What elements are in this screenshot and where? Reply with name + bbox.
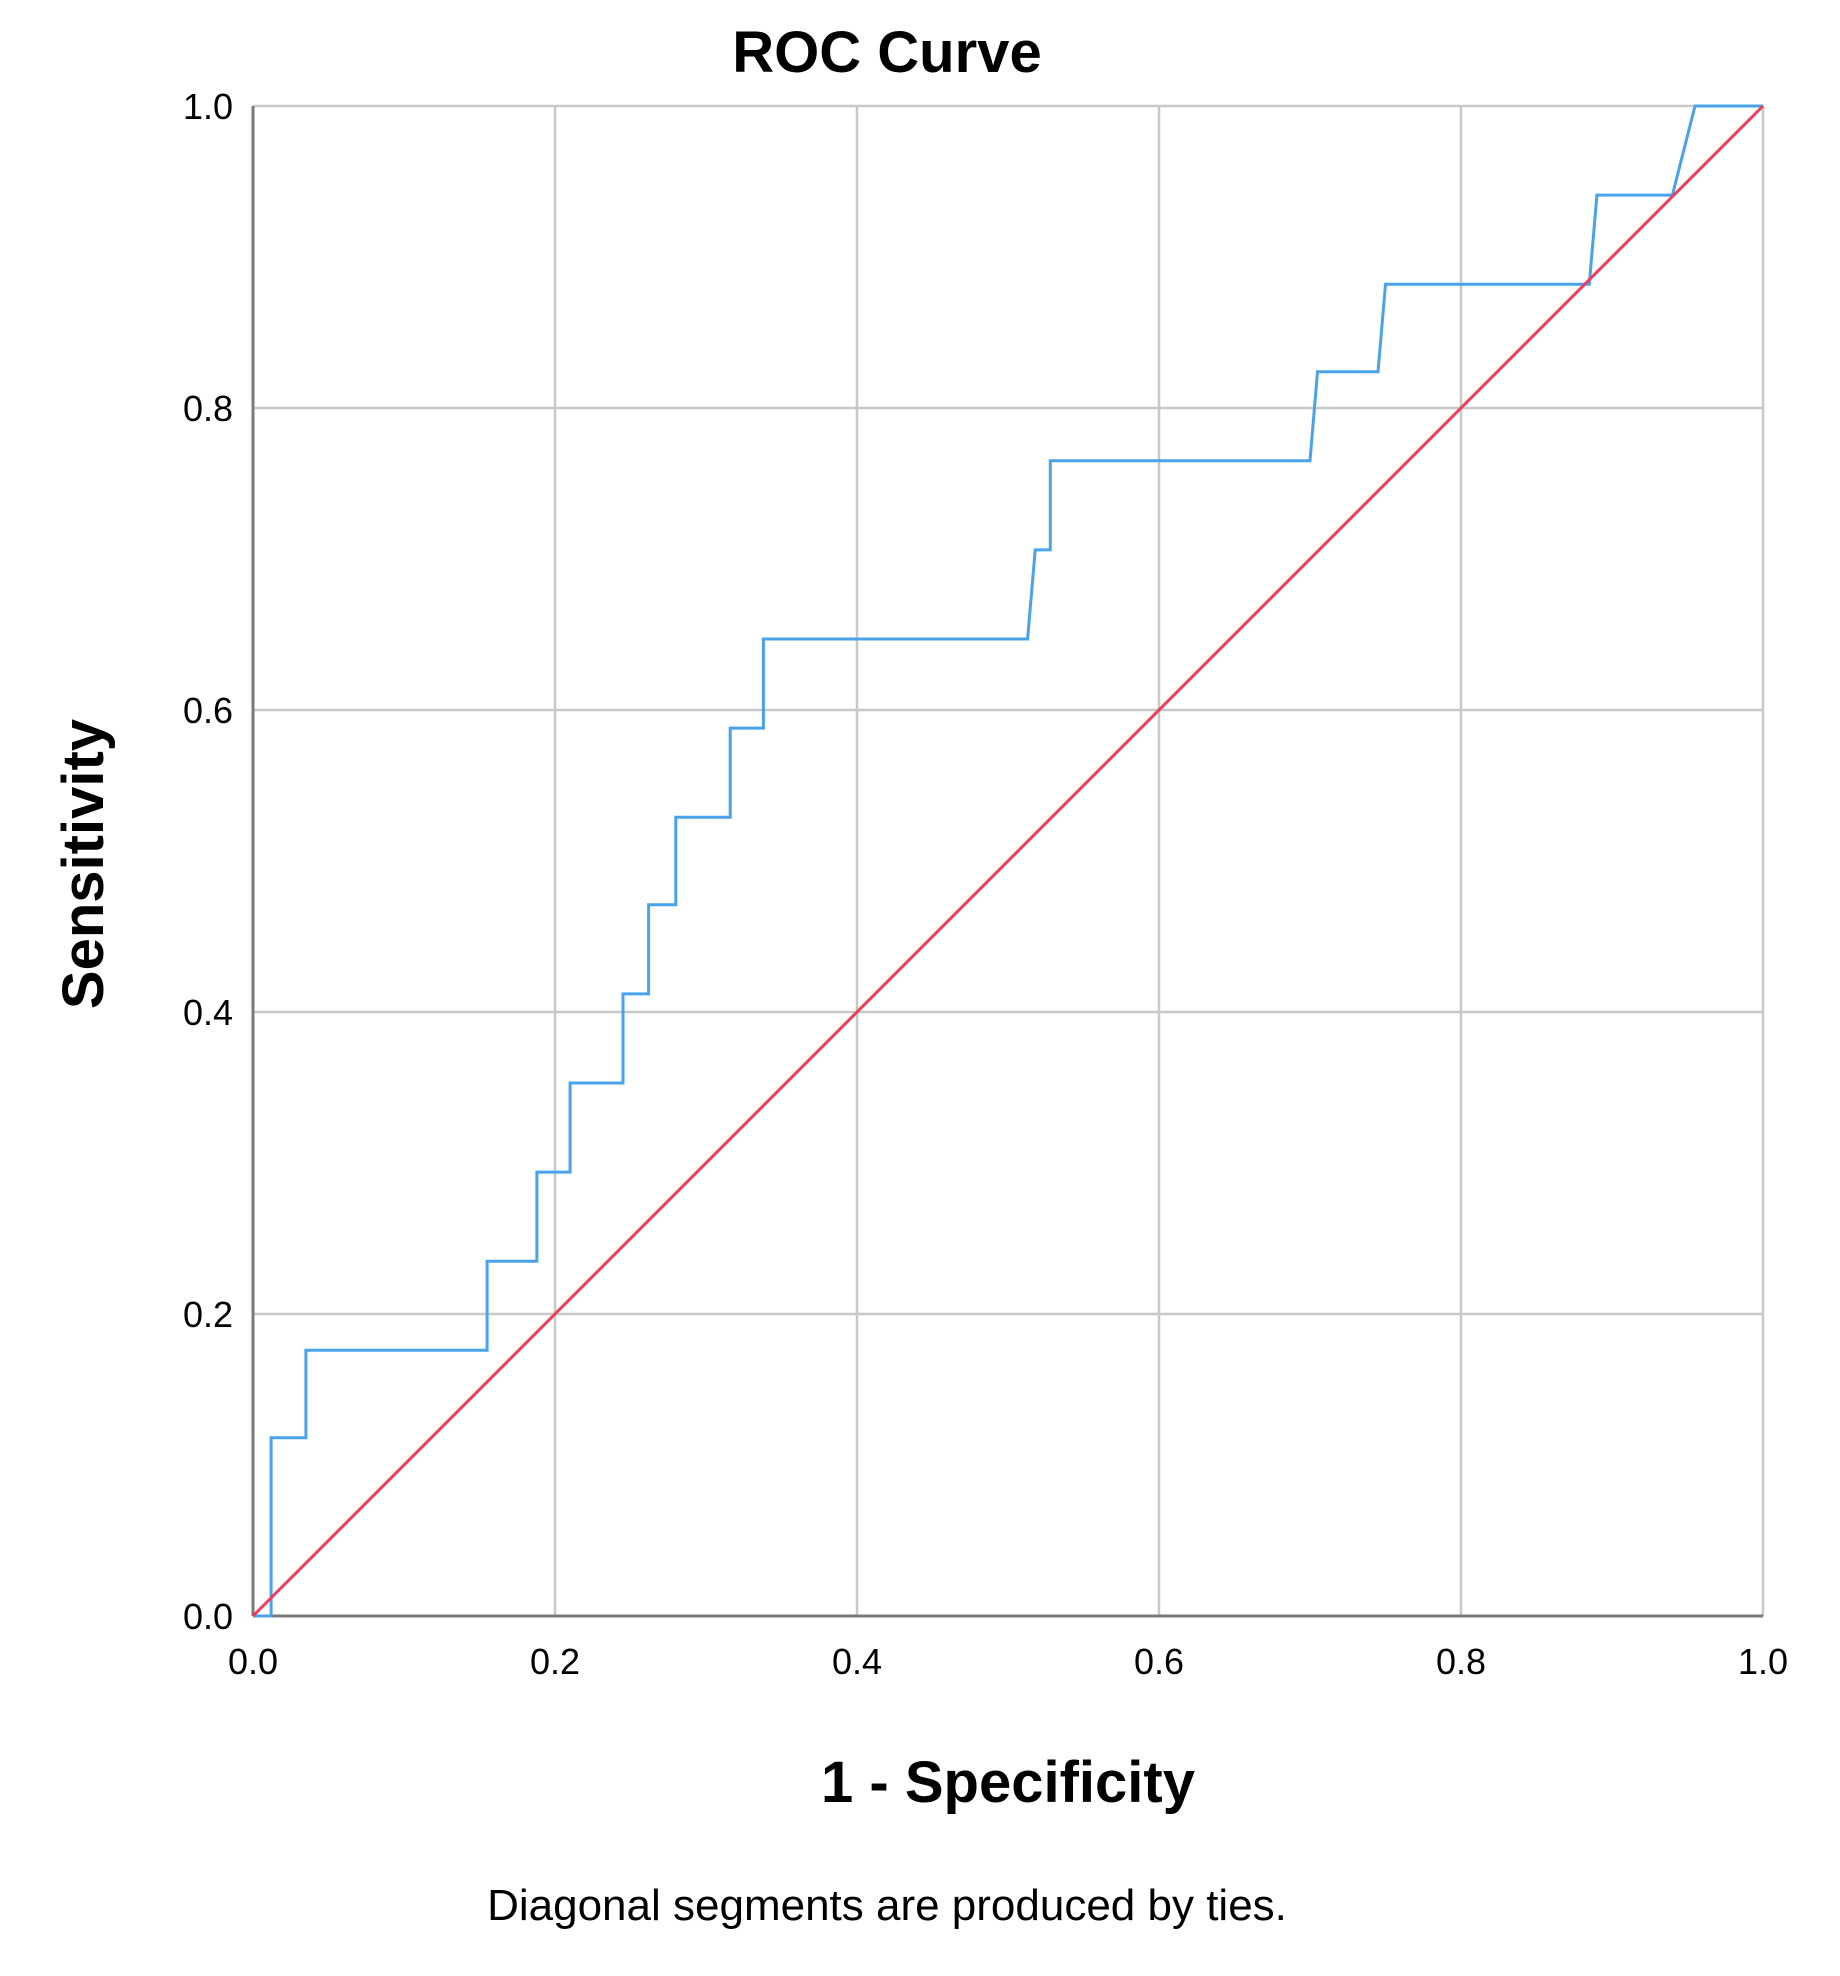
x-tick-label: 0.6 [1134, 1641, 1184, 1682]
x-tick-label: 0.2 [530, 1641, 580, 1682]
y-tick-label: 0.8 [183, 388, 233, 429]
x-tick-labels: 0.0 0.2 0.4 0.6 0.8 1.0 [228, 1641, 1788, 1682]
roc-curve-line [253, 104, 1763, 1618]
x-tick-label: 0.0 [228, 1641, 278, 1682]
axes [251, 106, 1763, 1618]
y-tick-label: 0.6 [183, 690, 233, 731]
y-tick-labels: 0.0 0.2 0.4 0.6 0.8 1.0 [183, 86, 233, 1637]
y-tick-label: 0.4 [183, 992, 233, 1033]
grid [251, 104, 1765, 1618]
reference-diagonal-line [251, 104, 1765, 1618]
x-axis-label: 1 - Specificity [821, 1750, 1195, 1815]
chart-footnote: Diagonal segments are produced by ties. [487, 1881, 1287, 1930]
x-tick-label: 0.8 [1436, 1641, 1486, 1682]
series-group [251, 104, 1765, 1618]
x-tick-label: 0.4 [832, 1641, 882, 1682]
y-tick-label: 0.2 [183, 1294, 233, 1335]
chart-title: ROC Curve [732, 20, 1041, 85]
x-tick-label: 1.0 [1738, 1641, 1788, 1682]
y-axis-label: Sensitivity [51, 719, 116, 1009]
y-tick-label: 0.0 [183, 1596, 233, 1637]
y-tick-label: 1.0 [183, 86, 233, 127]
